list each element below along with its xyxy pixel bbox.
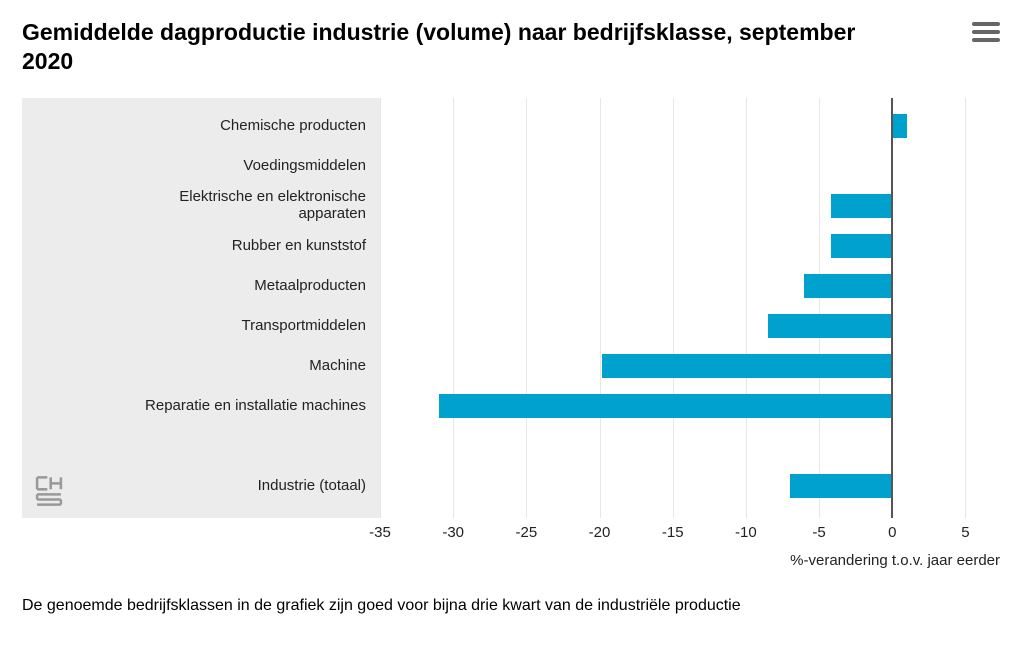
x-tick-label: -25 xyxy=(516,524,538,541)
grid-line xyxy=(526,98,527,518)
category-panel: Chemische producten Voedingsmiddelen Elekt… xyxy=(22,98,380,518)
grid-line xyxy=(600,98,601,518)
bar xyxy=(790,474,892,498)
grid-line xyxy=(746,98,747,518)
category-label: Transportmiddelen xyxy=(22,317,380,334)
category-label: Reparatie en installatie machines xyxy=(22,397,380,414)
bar xyxy=(768,314,892,338)
footnote: De genoemde bedrijfsklassen in de grafie… xyxy=(22,597,1002,615)
grid-line xyxy=(380,98,381,518)
x-axis: -35-30-25-20-15-10-505 xyxy=(380,524,1002,548)
grid-line xyxy=(819,98,820,518)
bar xyxy=(892,114,907,138)
category-label: Elektrische en elektronischeapparaten xyxy=(22,188,380,223)
category-label: Chemische producten xyxy=(22,117,380,134)
bar xyxy=(831,234,892,258)
x-axis-label: %-verandering t.o.v. jaar eerder xyxy=(380,552,1002,569)
category-label: Voedingsmiddelen xyxy=(22,157,380,174)
category-label: Metaalproducten xyxy=(22,277,380,294)
bar xyxy=(804,274,892,298)
category-label: Machine xyxy=(22,357,380,374)
x-tick-label: -20 xyxy=(589,524,611,541)
bar xyxy=(602,354,892,378)
grid-line xyxy=(673,98,674,518)
x-tick-label: -30 xyxy=(442,524,464,541)
plot-area xyxy=(380,98,1002,518)
x-tick-label: 0 xyxy=(888,524,896,541)
x-tick-label: -35 xyxy=(369,524,391,541)
x-tick-label: -15 xyxy=(662,524,684,541)
category-label: Rubber en kunststof xyxy=(22,237,380,254)
chart-area: Chemische producten Voedingsmiddelen Elekt… xyxy=(22,98,1002,518)
x-tick-label: -5 xyxy=(812,524,825,541)
x-tick-label: -10 xyxy=(735,524,757,541)
grid-line xyxy=(965,98,966,518)
hamburger-menu-icon[interactable] xyxy=(970,18,1002,46)
zero-line xyxy=(891,98,893,518)
x-tick-label: 5 xyxy=(961,524,969,541)
grid-line xyxy=(453,98,454,518)
chart-title: Gemiddelde dagproductie industrie (volum… xyxy=(22,18,882,76)
bar xyxy=(831,194,892,218)
category-label: Industrie (totaal) xyxy=(22,477,380,494)
bar xyxy=(439,394,893,418)
